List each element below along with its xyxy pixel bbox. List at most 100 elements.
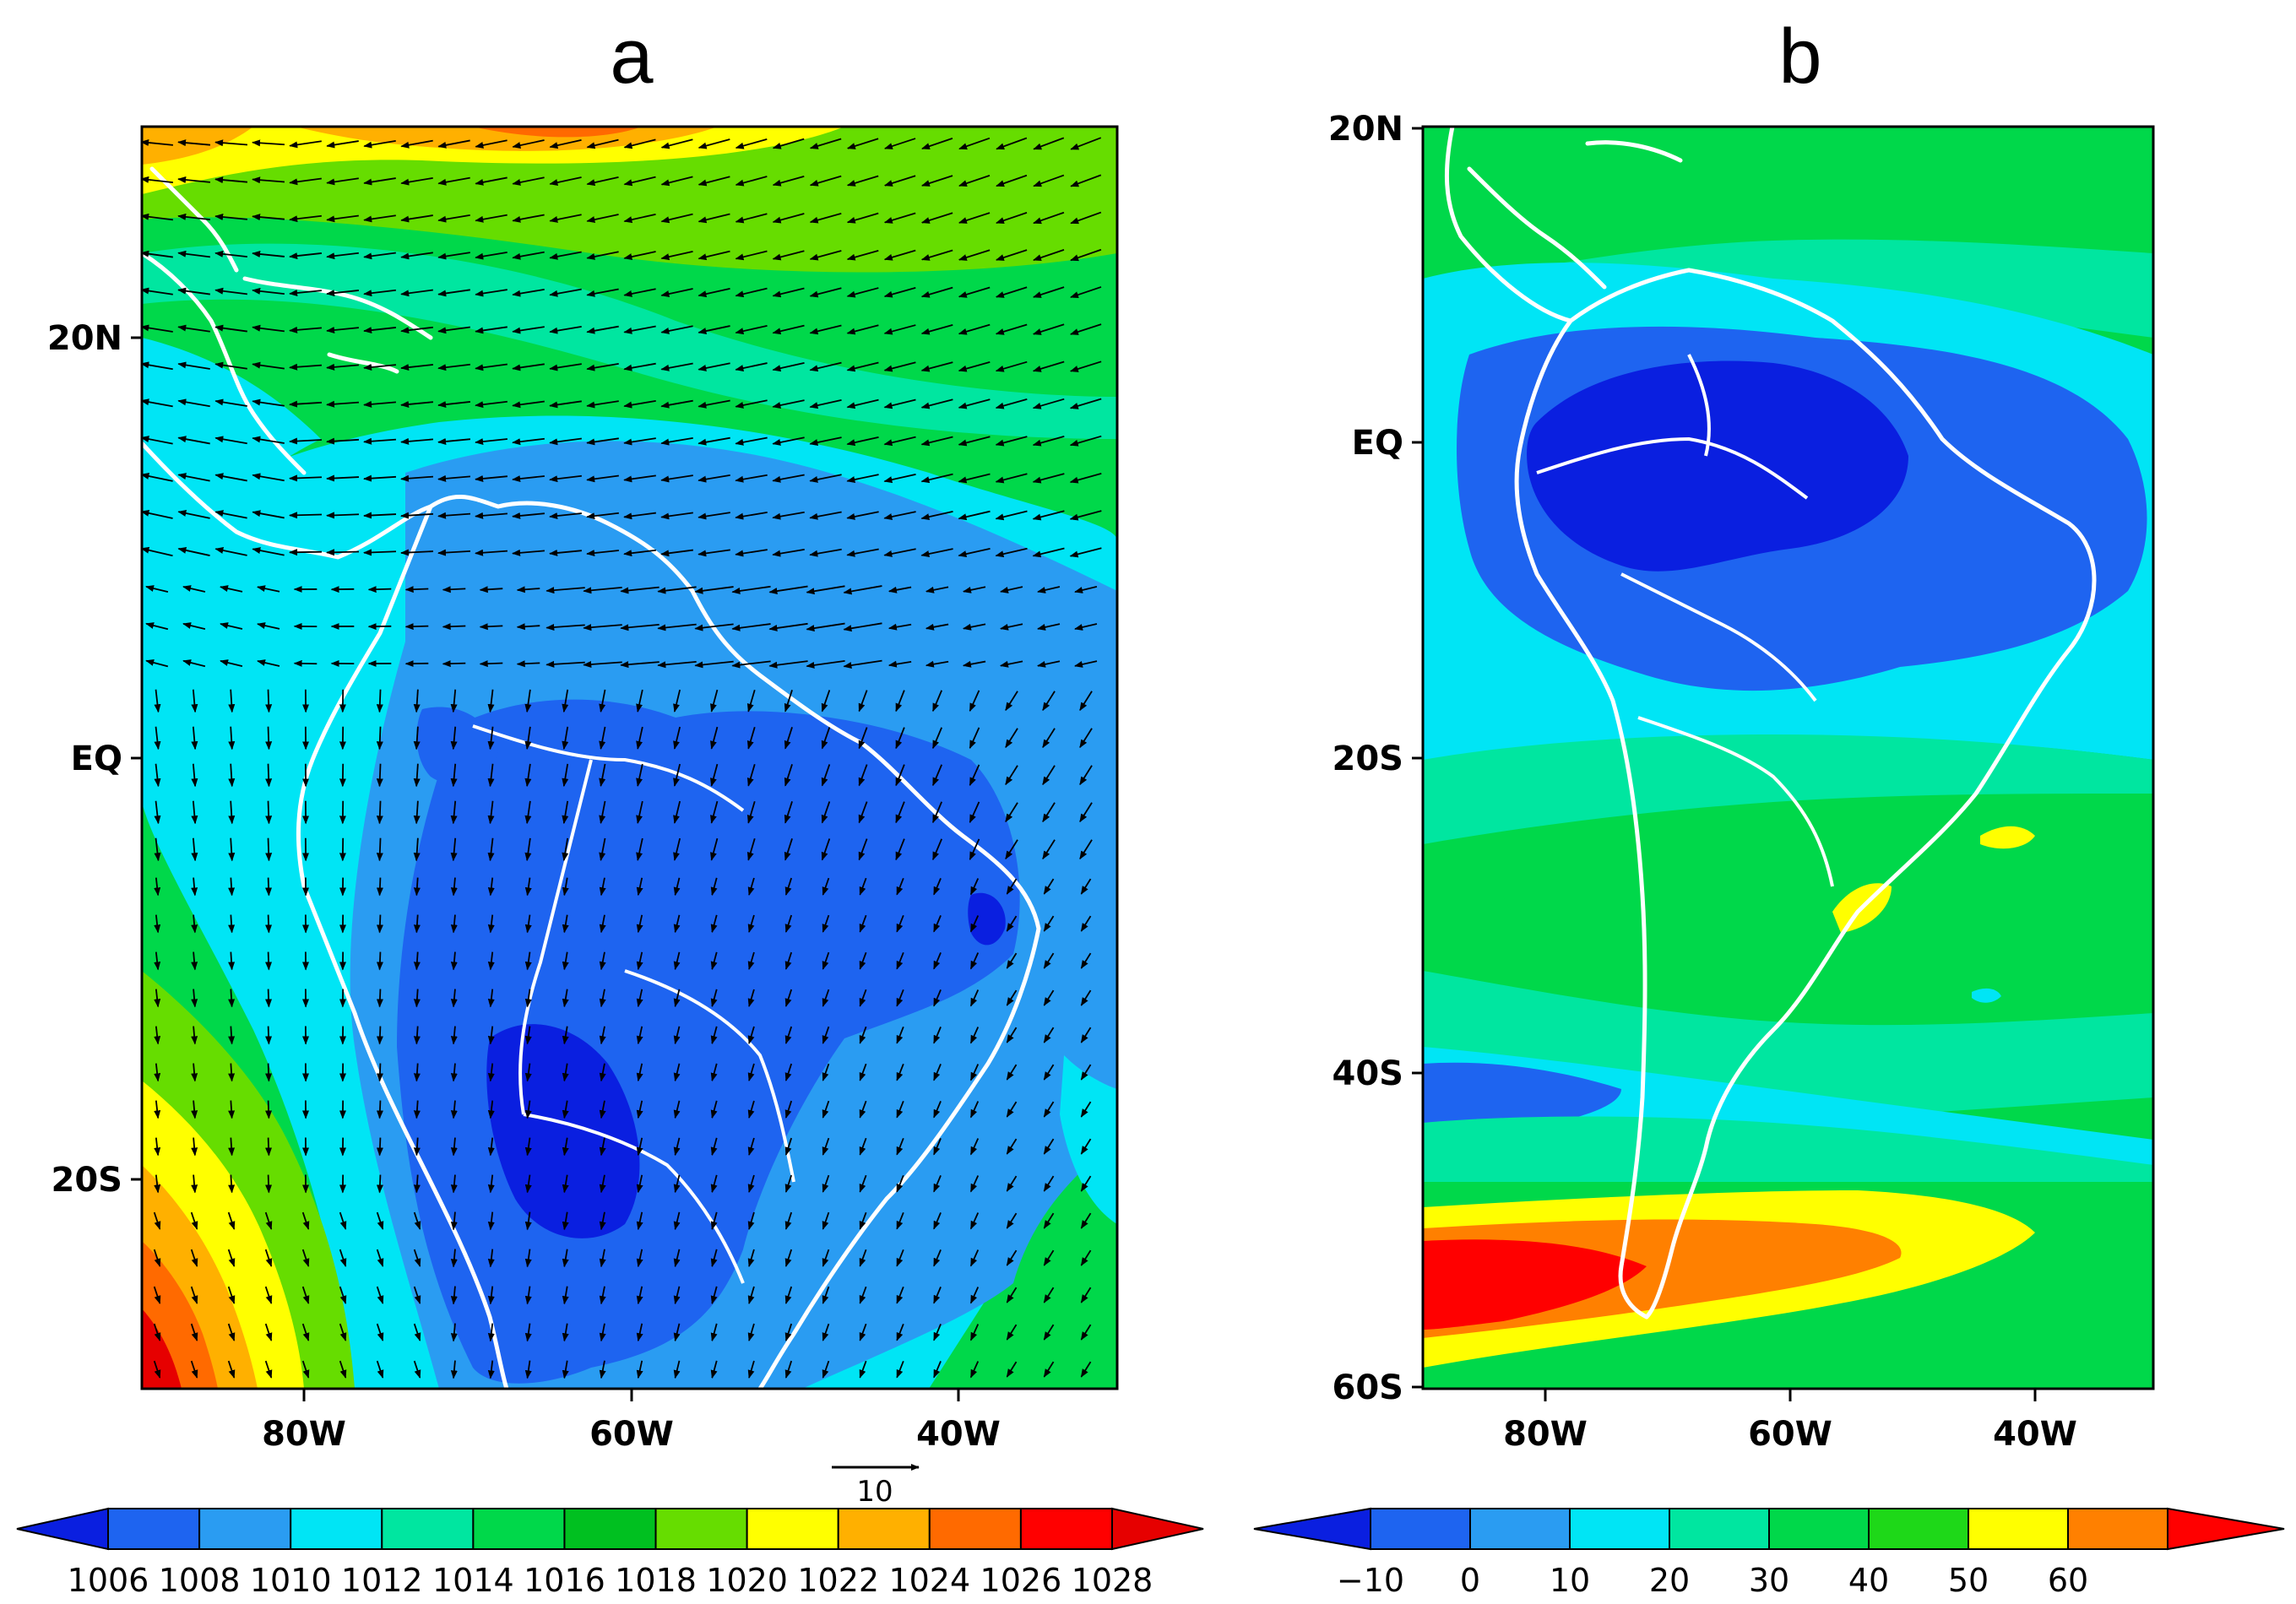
wind-vector (859, 1137, 867, 1156)
wind-vector (227, 1323, 236, 1341)
wind-vector (747, 951, 755, 970)
wind-vector (363, 177, 396, 186)
wind-vector (524, 837, 532, 862)
wind-vector (784, 1286, 793, 1304)
colorbar-lower-extension (16, 1507, 109, 1551)
wind-vector (227, 1249, 236, 1267)
wind-vector (747, 1323, 755, 1341)
wind-vector (289, 363, 323, 371)
wind-vector (562, 989, 569, 1008)
wind-vector (400, 289, 433, 297)
wind-vector (512, 251, 545, 260)
wind-vector (1080, 952, 1092, 969)
wind-vector (154, 837, 161, 862)
wind-vector (546, 587, 585, 594)
wind-vector (339, 1211, 347, 1230)
wind-vector (1079, 802, 1093, 823)
wind-vector (339, 1286, 347, 1304)
wind-vector (859, 1026, 867, 1044)
wind-vector (1037, 586, 1061, 593)
wind-vector (636, 1137, 643, 1157)
wind-vector (933, 1101, 942, 1119)
wind-vector (191, 1063, 198, 1082)
wind-vector (487, 763, 495, 788)
wind-vector (512, 512, 545, 519)
wind-vector (843, 585, 882, 595)
wind-vector (710, 877, 718, 897)
wind-vector (1006, 1101, 1018, 1118)
wind-vector (301, 1249, 310, 1267)
wind-vector (1005, 839, 1018, 860)
wind-vector (1043, 1212, 1055, 1229)
wind-vector (437, 512, 471, 519)
wind-vector (822, 877, 830, 896)
wind-vector (623, 437, 656, 446)
wind-vector (177, 287, 210, 295)
wind-vector (822, 1026, 830, 1044)
colorbar-swatch (1019, 1508, 1113, 1550)
wind-vector (512, 400, 545, 409)
wind-vector (697, 399, 730, 409)
wind-vector (858, 764, 868, 787)
wind-vector (623, 362, 656, 371)
colorbar-swatch (1868, 1508, 1969, 1550)
wind-vector (636, 726, 643, 750)
wind-vector (437, 549, 471, 556)
wind-vector (546, 660, 585, 668)
wind-vector (925, 660, 949, 668)
wind-vector (996, 174, 1028, 187)
wind-vector (562, 763, 569, 788)
wind-vector (487, 1211, 495, 1231)
wind-vector (512, 363, 545, 371)
wind-vector (487, 1249, 495, 1268)
wind-vector (846, 287, 879, 298)
wind-vector (512, 475, 545, 483)
wind-vector (599, 800, 606, 825)
wind-vector (326, 290, 359, 297)
wind-vector (636, 763, 643, 787)
colorbar-upper-extension (1111, 1507, 1204, 1551)
wind-vector (933, 1287, 942, 1304)
wind-vector (487, 837, 495, 862)
wind-vector (996, 137, 1028, 150)
panel-b-lat-tick-60s: 60S (1333, 1368, 1403, 1407)
wind-vector (958, 473, 991, 484)
wind-vector (512, 288, 545, 297)
wind-vector (524, 689, 532, 713)
wind-vector (264, 1360, 273, 1379)
wind-vector (363, 139, 396, 149)
wind-vector (1043, 915, 1055, 932)
wind-vector (487, 1323, 495, 1342)
wind-vector (524, 1360, 532, 1379)
wind-vector (883, 249, 916, 261)
wind-vector (413, 989, 421, 1008)
colorbar-swatch (198, 1508, 292, 1550)
wind-vector (154, 1137, 161, 1157)
wind-vector (326, 140, 359, 149)
wind-vector (413, 837, 421, 862)
wind-vector (784, 1026, 793, 1044)
wind-vector (191, 763, 198, 788)
wind-vector (264, 1249, 273, 1267)
wind-vector (697, 436, 730, 446)
wind-vector (413, 726, 421, 751)
wind-vector (858, 727, 868, 750)
panel-b-coastline (1444, 127, 2097, 1320)
wind-vector (450, 914, 458, 934)
wind-vector (636, 837, 643, 861)
wind-vector (177, 361, 210, 370)
panel-a-reference-vector-label: 10 (856, 1475, 893, 1509)
wind-vector (562, 1211, 569, 1231)
wind-vector (846, 436, 879, 447)
colorbar-swatch (290, 1508, 383, 1550)
wind-vector (562, 1360, 569, 1379)
colorbar-swatch (1968, 1508, 2069, 1550)
wind-vector (599, 1100, 606, 1119)
wind-vector (920, 324, 953, 335)
wind-vector (846, 324, 879, 335)
colorbar-tick-label: 1010 (250, 1562, 332, 1599)
wind-vector (1006, 1027, 1018, 1043)
wind-vector (562, 1174, 569, 1194)
panel-b-colorbar: −10 0 10 20 30 40 50 60 (1253, 1507, 2285, 1599)
wind-vector (996, 212, 1028, 224)
